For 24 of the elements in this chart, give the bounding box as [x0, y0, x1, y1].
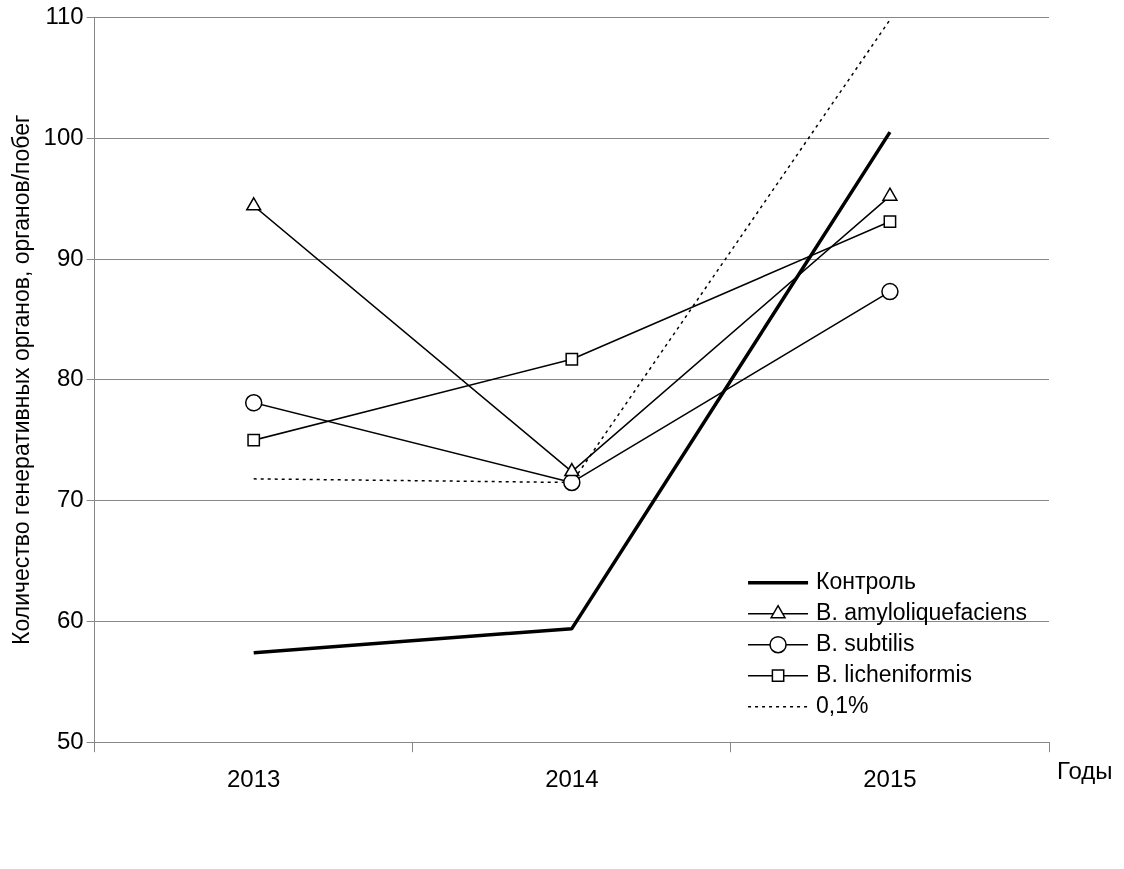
x-axis-title: Годы	[1057, 756, 1113, 784]
y-axis-title: Количество генеративных органов, органов/побег	[8, 114, 35, 645]
point	[246, 197, 262, 211]
y-tick-label: 90	[56, 243, 84, 271]
point	[882, 187, 898, 201]
point	[244, 394, 263, 412]
point	[247, 433, 261, 447]
x-tick-label: 2013	[227, 765, 281, 793]
legend-label: B. subtilis	[816, 630, 915, 657]
x-tick-label: 2014	[545, 765, 599, 793]
y-tick-label: 110	[45, 2, 84, 30]
y-tick-label: 60	[56, 606, 84, 634]
point	[565, 352, 579, 366]
legend-label: B. amyloliquefaciens	[816, 599, 1028, 626]
point	[881, 282, 899, 301]
y-tick-label: 80	[56, 364, 84, 392]
x-tick-label: 2015	[863, 765, 917, 793]
y-tick-label: 100	[43, 122, 84, 150]
y-tick-label: 50	[56, 726, 84, 754]
legend-label: B. licheniformis	[816, 661, 972, 688]
point	[883, 215, 897, 228]
legend-label: Контроль	[816, 568, 916, 595]
legend-label: 0,1%	[816, 692, 869, 719]
y-tick-label: 70	[56, 485, 84, 513]
